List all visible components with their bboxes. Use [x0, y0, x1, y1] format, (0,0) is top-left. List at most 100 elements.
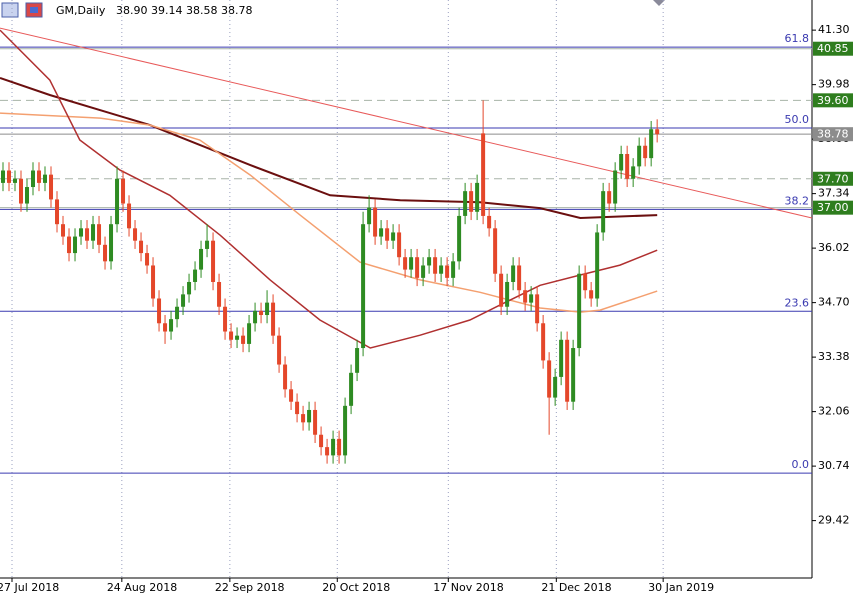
- price-label: 39.60: [817, 94, 849, 107]
- candle-body: [523, 290, 528, 303]
- y-tick-label: 41.30: [818, 23, 850, 36]
- candle-body: [319, 434, 324, 448]
- candle-body: [499, 273, 504, 307]
- candle-body: [457, 215, 462, 262]
- fib-label: 50.0: [785, 113, 810, 126]
- candle-body: [61, 224, 66, 237]
- candle-body: [181, 294, 186, 307]
- candle-body: [265, 302, 270, 316]
- candle-body: [91, 224, 96, 241]
- candle-body: [205, 240, 210, 249]
- candle-body: [517, 265, 522, 291]
- indicator-line: [0, 29, 658, 349]
- candle-body: [73, 236, 78, 254]
- candle-body: [487, 215, 492, 229]
- candle-body: [151, 265, 156, 299]
- candle-body: [475, 182, 480, 212]
- candle-body: [331, 438, 336, 456]
- y-tick-label: 39.98: [818, 78, 850, 91]
- candle-body: [445, 265, 450, 278]
- candle-body: [55, 199, 60, 225]
- x-tick-label: 22 Sep 2018: [215, 581, 285, 594]
- price-label-box: [813, 41, 853, 56]
- candle-body: [481, 133, 486, 216]
- candle-body: [397, 232, 402, 258]
- candle-body: [391, 232, 396, 241]
- shift-marker: [653, 0, 665, 6]
- candle-body: [577, 273, 582, 349]
- candle-body: [613, 170, 618, 204]
- candle-body: [583, 273, 588, 291]
- candle-body: [463, 191, 468, 216]
- candle-body: [217, 281, 222, 307]
- candle-body: [31, 170, 36, 188]
- icon: [30, 7, 38, 13]
- candle-body: [607, 191, 612, 204]
- price-label: 38.78: [817, 128, 849, 141]
- candle-body: [277, 335, 282, 365]
- x-tick-label: 21 Dec 2018: [541, 581, 611, 594]
- candle-body: [169, 319, 174, 332]
- candle-body: [13, 178, 18, 183]
- candle-body: [175, 306, 180, 320]
- candle-body: [553, 376, 558, 398]
- candle-body: [361, 224, 366, 349]
- fib-label: 0.0: [792, 458, 810, 471]
- candle-body: [379, 228, 384, 237]
- candle-body: [655, 129, 660, 135]
- symbol: GM,Daily: [56, 4, 106, 17]
- candle-body: [643, 145, 648, 159]
- y-tick-label: 34.70: [818, 296, 850, 309]
- indicator-line: [0, 27, 813, 219]
- indicator-line: [0, 77, 658, 220]
- candle-body: [625, 153, 630, 179]
- candle-body: [469, 191, 474, 212]
- candle-body: [109, 224, 114, 262]
- x-tick-label: 30 Jan 2019: [648, 581, 714, 594]
- candle-body: [313, 409, 318, 435]
- candle-body: [355, 348, 360, 373]
- candle-body: [241, 335, 246, 344]
- candle-body: [163, 323, 168, 332]
- candle-body: [7, 170, 12, 183]
- candle-body: [235, 335, 240, 340]
- price-label: 40.85: [817, 42, 849, 55]
- price-label-box: [813, 93, 853, 108]
- price-label-box: [813, 171, 853, 186]
- candle-body: [415, 257, 420, 278]
- candle-body: [541, 323, 546, 361]
- candle-body: [25, 187, 30, 204]
- candle-body: [511, 265, 516, 282]
- candle-body: [421, 265, 426, 278]
- candle-body: [139, 240, 144, 254]
- candle-body: [409, 257, 414, 270]
- candle-body: [121, 178, 126, 204]
- y-tick-label: 29.42: [818, 514, 850, 527]
- candle-body: [307, 409, 312, 423]
- price-label: 37.00: [817, 201, 849, 214]
- candle-body: [67, 236, 72, 254]
- candle-body: [295, 401, 300, 415]
- candle-body: [595, 232, 600, 299]
- candle-body: [289, 389, 294, 402]
- candle-body: [403, 257, 408, 270]
- candle-body: [589, 290, 594, 299]
- candle-body: [157, 298, 162, 324]
- fib-label: 61.8: [785, 32, 810, 45]
- candle-body: [79, 228, 84, 237]
- x-tick-label: 24 Aug 2018: [107, 581, 177, 594]
- candle-body: [259, 310, 264, 316]
- candle-body: [199, 248, 204, 270]
- candle-body: [49, 174, 54, 200]
- candle-body: [115, 178, 120, 225]
- fib-label: 38.2: [785, 194, 810, 207]
- price-label-box: [813, 200, 853, 215]
- candle-body: [427, 257, 432, 266]
- candle-body: [385, 228, 390, 241]
- candle-body: [559, 339, 564, 377]
- candle-body: [649, 129, 654, 159]
- y-tick-label: 37.34: [818, 187, 850, 200]
- candle-body: [451, 261, 456, 278]
- candle-body: [349, 372, 354, 406]
